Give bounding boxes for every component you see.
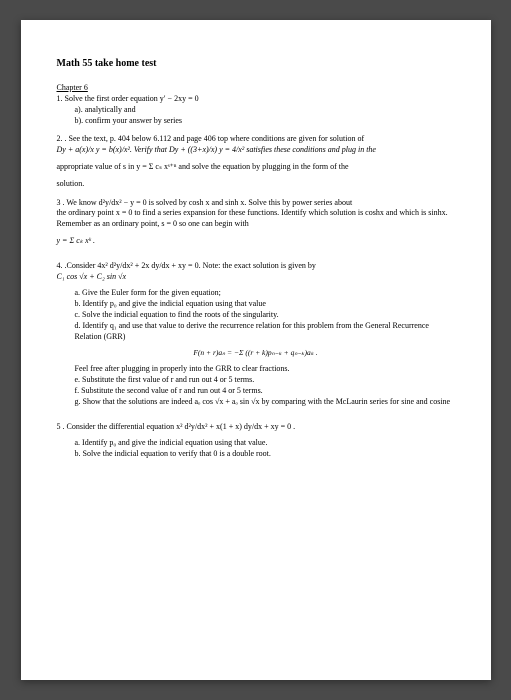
- question-4: 4. .Consider 4x² d²y/dx² + 2x dy/dx + xy…: [57, 261, 455, 408]
- q2-line3: appropriate value of s in y = Σ cₛ xˢ⁺ⁿ …: [57, 162, 455, 173]
- doc-title: Math 55 take home test: [57, 58, 455, 69]
- q2-line1: 2. . See the text, p. 404 below 6.112 an…: [57, 134, 455, 145]
- q4-c: c. Solve the indicial equation to find t…: [75, 310, 455, 321]
- q3-line2: the ordinary point x = 0 to find a serie…: [57, 208, 455, 230]
- chapter-heading: Chapter 6: [57, 83, 455, 92]
- q4-feel: Feel free after plugging in properly int…: [75, 364, 455, 375]
- question-3: 3 . We know d²y/dx² − y = 0 is solved by…: [57, 198, 455, 247]
- q4-a: a. Give the Euler form for the given equ…: [75, 288, 455, 299]
- q4-f: f. Substitute the second value of r and …: [75, 386, 455, 397]
- q2-line2: Dy + a(x)/x y = b(x)/x². Verify that Dy …: [57, 145, 455, 156]
- q5-a: a. Identify p₀ and give the indicial equ…: [75, 438, 455, 449]
- q4-line1: 4. .Consider 4x² d²y/dx² + 2x dy/dx + xy…: [57, 261, 455, 272]
- question-1: 1. Solve the first order equation y′ − 2…: [57, 94, 455, 126]
- q4-grr: F(n + r)aₙ = −Σ ((r + k)pₙ₋ₖ + qₙ₋ₖ)aₖ .: [57, 348, 455, 358]
- question-5: 5 . Consider the differential equation x…: [57, 422, 455, 460]
- q1-b: b). confirm your answer by series: [75, 116, 455, 127]
- q2-line4: solution.: [57, 179, 455, 190]
- q4-g: g. Show that the solutions are indeed aₒ…: [75, 397, 455, 408]
- q5-b: b. Solve the indicial equation to verify…: [75, 449, 455, 460]
- q5-line1: 5 . Consider the differential equation x…: [57, 422, 455, 433]
- q4-e: e. Substitute the first value of r and r…: [75, 375, 455, 386]
- document-page: Math 55 take home test Chapter 6 1. Solv…: [21, 20, 491, 680]
- q3-line3: y = Σ cₖ xᵏ .: [57, 236, 455, 247]
- q4-d: d. Identify q₁ and use that value to der…: [75, 321, 455, 343]
- question-2: 2. . See the text, p. 404 below 6.112 an…: [57, 134, 455, 189]
- q4-line2: C₁ cos √x + C₂ sin √x: [57, 272, 455, 283]
- q1-line: 1. Solve the first order equation y′ − 2…: [57, 94, 455, 105]
- q1-a: a). analytically and: [75, 105, 455, 116]
- q4-b: b. Identify p₀ and give the indicial equ…: [75, 299, 455, 310]
- q3-line1: 3 . We know d²y/dx² − y = 0 is solved by…: [57, 198, 455, 209]
